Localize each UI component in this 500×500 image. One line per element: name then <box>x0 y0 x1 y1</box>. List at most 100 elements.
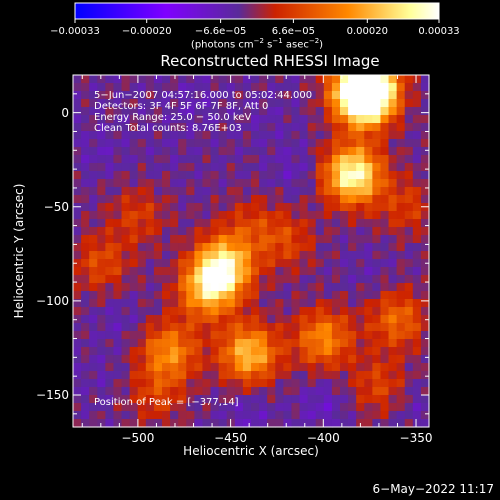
colorbar-ticks <box>74 19 440 23</box>
heatmap-cell <box>348 179 357 188</box>
heatmap-cell <box>315 155 325 164</box>
heatmap-cell <box>380 91 390 100</box>
heatmap-cell <box>194 387 204 396</box>
heatmap-cell <box>283 411 293 420</box>
heatmap-cell <box>299 259 309 268</box>
heatmap-cell <box>372 227 382 236</box>
heatmap-cell <box>242 219 252 228</box>
heatmap-cell <box>372 99 382 108</box>
heatmap-cell <box>210 251 220 260</box>
heatmap-cell <box>105 163 115 172</box>
heatmap-cell <box>307 83 317 92</box>
heatmap-cell <box>89 411 98 420</box>
heatmap-cell <box>170 219 179 228</box>
heatmap-cell <box>202 83 212 92</box>
heatmap-cell <box>380 75 390 84</box>
heatmap-cell <box>380 187 390 196</box>
heatmap-cell <box>170 211 179 220</box>
heatmap-cell <box>137 163 147 172</box>
heatmap-cell <box>81 411 90 420</box>
heatmap-cell <box>218 187 228 196</box>
heatmap-cell <box>404 83 414 92</box>
heatmap-cell <box>210 395 220 404</box>
heatmap-cell <box>396 219 406 228</box>
heatmap-cell <box>202 387 212 396</box>
heatmap-cell <box>372 331 382 340</box>
heatmap-cell <box>242 299 252 308</box>
heatmap-cell <box>210 347 220 356</box>
heatmap-cell <box>210 123 220 132</box>
heatmap-cell <box>162 259 171 268</box>
heatmap-cell <box>340 115 349 124</box>
heatmap-cell <box>89 83 98 92</box>
heatmap-cell <box>283 107 293 116</box>
heatmap-cell <box>283 195 293 204</box>
heatmap-cell <box>129 131 139 140</box>
heatmap-cell <box>81 99 90 108</box>
heatmap-cell <box>307 107 317 116</box>
heatmap-cell <box>283 291 293 300</box>
heatmap-cell <box>404 363 414 372</box>
heatmap-cell <box>162 379 171 388</box>
heatmap-cell <box>259 323 268 332</box>
heatmap-cell <box>380 155 390 164</box>
heatmap-cell <box>113 299 123 308</box>
heatmap-cell <box>137 283 147 292</box>
heatmap-cell <box>129 299 139 308</box>
heatmap-cell <box>129 187 139 196</box>
heatmap-cell <box>194 147 204 156</box>
heatmap-cell <box>81 195 90 204</box>
heatmap-cell <box>388 195 398 204</box>
heatmap-cell <box>364 251 373 260</box>
heatmap-cell <box>81 219 90 228</box>
heatmap-cell <box>121 403 131 412</box>
heatmap-cell <box>364 275 373 284</box>
heatmap-cell <box>340 203 349 212</box>
heatmap-cell <box>242 243 252 252</box>
heatmap-cell <box>234 299 244 308</box>
heatmap-cell <box>97 195 106 204</box>
heatmap-cell <box>267 195 276 204</box>
heatmap-cell <box>218 123 228 132</box>
heatmap-cell <box>162 91 171 100</box>
heatmap-cell <box>412 371 422 380</box>
heatmap-cell <box>412 347 422 356</box>
heatmap-cell <box>388 235 398 244</box>
heatmap-cell <box>356 307 365 316</box>
heatmap-cell <box>251 219 260 228</box>
heatmap-cell <box>113 187 123 196</box>
heatmap-cell <box>105 139 115 148</box>
heatmap-cell <box>251 211 260 220</box>
heatmap-cell <box>420 227 430 236</box>
heatmap-cell <box>242 363 252 372</box>
heatmap-cell <box>170 403 179 412</box>
heatmap-cell <box>364 83 373 92</box>
heatmap-cell <box>251 139 260 148</box>
heatmap-cell <box>234 419 244 428</box>
heatmap-cell <box>89 211 98 220</box>
heatmap-cell <box>396 267 406 276</box>
heatmap-cell <box>307 379 317 388</box>
heatmap-cell <box>412 147 422 156</box>
heatmap-cell <box>259 411 268 420</box>
heatmap-cell <box>372 275 382 284</box>
heatmap-cell <box>129 275 139 284</box>
heatmap-cell <box>162 267 171 276</box>
heatmap-cell <box>307 259 317 268</box>
heatmap-cell <box>194 155 204 164</box>
heatmap-cell <box>162 139 171 148</box>
heatmap-cell <box>420 307 430 316</box>
heatmap-cell <box>170 155 179 164</box>
heatmap-cell <box>364 91 373 100</box>
heatmap-cell <box>145 347 155 356</box>
heatmap-cell <box>259 355 268 364</box>
heatmap-cell <box>202 155 212 164</box>
heatmap-cell <box>404 203 414 212</box>
heatmap-cell <box>89 91 98 100</box>
heatmap-cell <box>420 387 430 396</box>
heatmap-cell <box>81 307 90 316</box>
heatmap-cell <box>267 411 276 420</box>
heatmap-cell <box>73 187 82 196</box>
heatmap-cell <box>291 347 301 356</box>
heatmap-cell <box>226 395 236 404</box>
